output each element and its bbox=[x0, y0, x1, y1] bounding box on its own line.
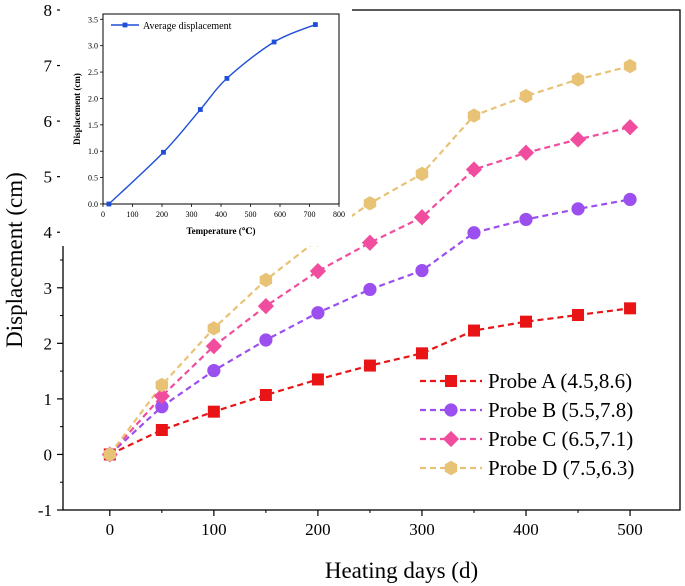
series-3-point bbox=[207, 321, 221, 336]
series-0-point bbox=[624, 302, 637, 315]
series-2-point bbox=[465, 161, 483, 178]
y-tick-label: 2 bbox=[44, 334, 53, 353]
series-1-point bbox=[207, 363, 221, 378]
x-tick-label: 500 bbox=[617, 520, 643, 539]
x-tick-label: 300 bbox=[409, 520, 435, 539]
series-3-point bbox=[363, 196, 377, 211]
series-1-point bbox=[311, 306, 325, 320]
inset-series-point bbox=[197, 107, 203, 112]
series-2-point bbox=[205, 338, 222, 355]
inset-y-tick-label: 3.5 bbox=[88, 15, 98, 24]
series-0-point bbox=[259, 389, 272, 401]
series-3-point bbox=[103, 447, 117, 462]
series-1-point bbox=[155, 400, 169, 414]
x-tick-label: 0 bbox=[106, 520, 115, 539]
series-2-point bbox=[621, 119, 639, 136]
series-2-point bbox=[413, 209, 431, 226]
series-3-point bbox=[571, 72, 585, 87]
inset-x-tick-label: 100 bbox=[127, 210, 139, 219]
inset-x-tick-label: 800 bbox=[333, 210, 345, 219]
y-tick-label: -1 bbox=[38, 501, 52, 520]
inset-x-tick-label: 700 bbox=[304, 210, 316, 219]
legend-marker-3 bbox=[444, 460, 458, 476]
inset-y-tick-label: 0.0 bbox=[88, 200, 98, 209]
legend-label-2: Probe C (6.5,7.1) bbox=[488, 427, 633, 451]
inset-legend-label: Average displacement bbox=[143, 21, 232, 32]
series-0-point bbox=[311, 373, 324, 386]
inset-x-tick-label: 500 bbox=[245, 210, 257, 219]
series-1-point bbox=[571, 202, 585, 216]
series-0-point bbox=[467, 324, 480, 337]
series-2-point bbox=[361, 234, 379, 251]
y-tick-label: 6 bbox=[44, 112, 53, 131]
y-tick-label: 1 bbox=[44, 390, 53, 409]
inset-x-tick-label: 200 bbox=[156, 210, 168, 219]
inset-series-point bbox=[313, 22, 318, 27]
inset-y-axis-title: Displacement (cm) bbox=[72, 73, 82, 145]
inset-y-tick-label: 1.5 bbox=[88, 121, 98, 130]
series-3-point bbox=[259, 272, 273, 288]
inset-x-tick-label: 400 bbox=[215, 210, 227, 219]
y-axis-title: Displacement (cm) bbox=[2, 172, 27, 348]
series-0-point bbox=[520, 315, 533, 328]
y-tick-label: 7 bbox=[44, 57, 53, 76]
y-tick-label: 5 bbox=[44, 168, 53, 187]
inset-x-tick-label: 0 bbox=[101, 210, 105, 219]
series-1-point bbox=[623, 192, 637, 207]
series-3-point bbox=[467, 108, 481, 123]
y-tick-label: 8 bbox=[44, 1, 53, 20]
series-3-point bbox=[623, 58, 637, 74]
series-0-point bbox=[415, 347, 428, 360]
y-tick-label: 4 bbox=[44, 223, 53, 242]
legend-label-1: Probe B (5.5,7.8) bbox=[488, 398, 633, 422]
legend-marker-2 bbox=[442, 430, 460, 448]
legend-label-3: Probe D (7.5,6.3) bbox=[488, 456, 634, 480]
series-0-point bbox=[363, 359, 376, 372]
series-1-point bbox=[467, 226, 481, 240]
inset-legend-marker bbox=[122, 22, 128, 28]
x-axis-title: Heating days (d) bbox=[325, 558, 478, 583]
series-2-point bbox=[517, 144, 535, 161]
series-3-point bbox=[519, 88, 533, 104]
x-tick-label: 400 bbox=[513, 520, 539, 539]
series-1-point bbox=[259, 333, 273, 347]
inset-y-tick-label: 0.5 bbox=[88, 174, 98, 183]
y-tick-label: 3 bbox=[44, 279, 53, 298]
legend-label-0: Probe A (4.5,8.6) bbox=[488, 369, 632, 393]
series-0-point bbox=[572, 309, 585, 321]
series-0-point bbox=[155, 424, 168, 436]
legend-marker-0 bbox=[445, 375, 457, 387]
inset-series-point bbox=[271, 39, 277, 45]
series-1-point bbox=[363, 282, 377, 297]
series-1-point bbox=[415, 263, 429, 278]
series-0-point bbox=[207, 405, 220, 418]
series-2-point bbox=[309, 263, 327, 280]
series-2-point bbox=[257, 298, 274, 315]
series-2-point bbox=[153, 388, 170, 405]
inset-series-line bbox=[108, 23, 316, 205]
inset-chart: 0.0 0.5 1.0 1.5 2.0 2.5 3.0 3.5 0 100 200 300 400 500… bbox=[60, 8, 352, 246]
series-3-point bbox=[415, 166, 429, 182]
inset-series-point bbox=[161, 149, 166, 155]
inset-x-tick-label: 300 bbox=[186, 210, 198, 219]
x-tick-label: 200 bbox=[305, 520, 331, 539]
inset-y-tick-label: 3.0 bbox=[88, 42, 98, 51]
series-1-point bbox=[519, 212, 533, 227]
x-tick-label: 100 bbox=[201, 520, 227, 539]
inset-y-tick-label: 1.0 bbox=[88, 147, 98, 156]
inset-x-axis-title: Temperature (℃) bbox=[186, 226, 255, 236]
inset-series-point bbox=[224, 75, 230, 81]
inset-y-tick-label: 2.0 bbox=[88, 94, 98, 103]
inset-y-tick-label: 2.5 bbox=[88, 68, 98, 77]
series-3-point bbox=[155, 377, 169, 393]
legend-marker-1 bbox=[444, 403, 458, 417]
series-2-point bbox=[569, 131, 587, 148]
y-tick-label: 0 bbox=[44, 445, 53, 464]
inset-x-tick-label: 600 bbox=[274, 210, 286, 219]
inset-series-point bbox=[106, 201, 112, 207]
